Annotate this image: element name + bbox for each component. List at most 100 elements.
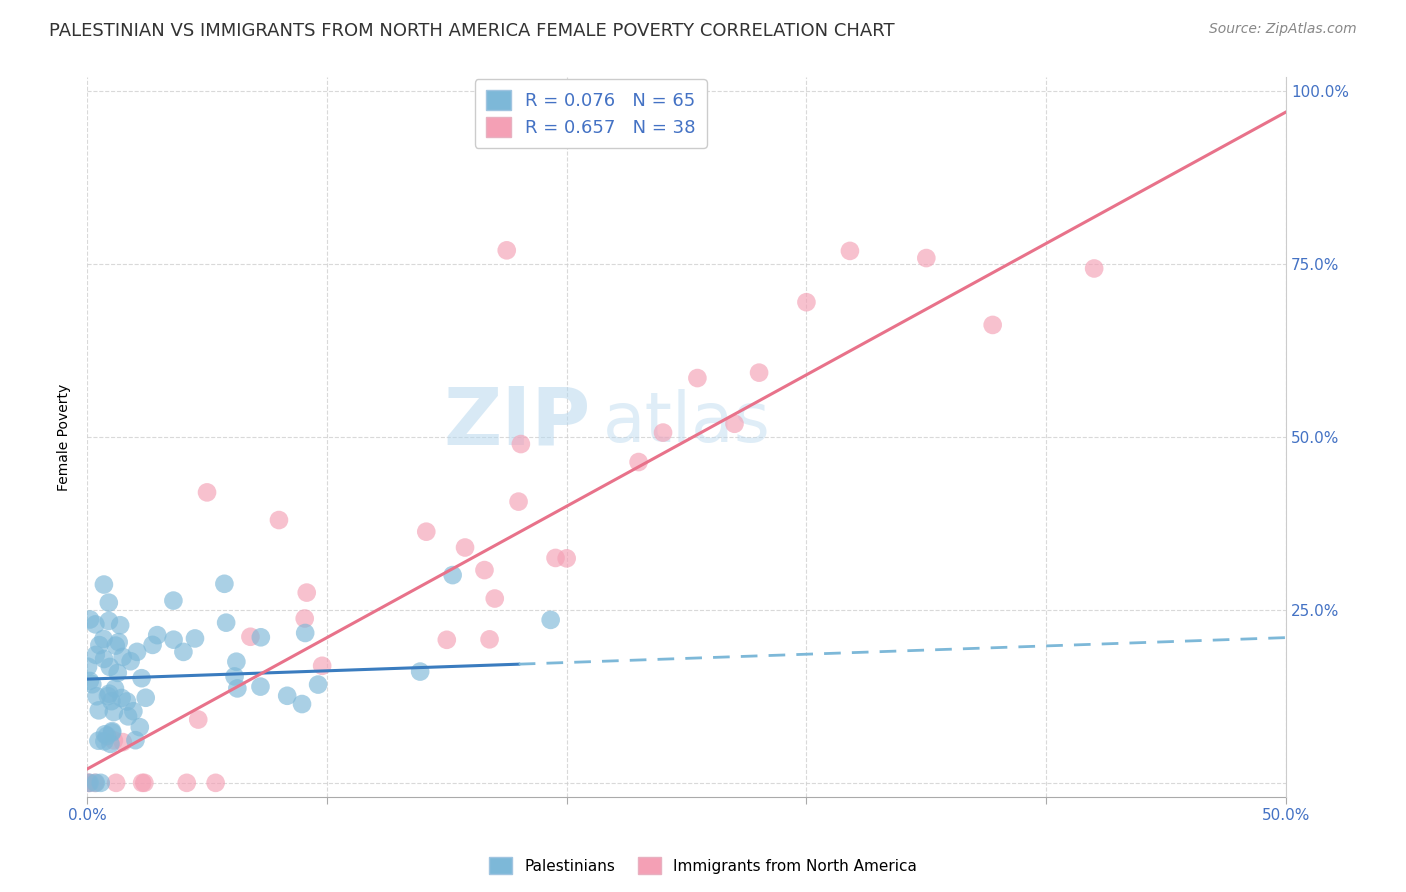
Point: [239, 630, 262, 644]
Point: [204, 776, 226, 790]
Point: [103, 705, 125, 719]
Point: [214, 576, 236, 591]
Point: [84, 648, 107, 662]
Point: [409, 665, 432, 679]
Point: [474, 563, 496, 577]
Point: [307, 677, 329, 691]
Point: [101, 725, 124, 739]
Point: [101, 724, 124, 739]
Point: [77, 659, 100, 673]
Point: [107, 665, 129, 680]
Text: atlas: atlas: [603, 389, 770, 456]
Point: [87, 703, 110, 717]
Point: [652, 425, 675, 440]
Point: [249, 680, 271, 694]
Point: [224, 669, 246, 683]
Point: [98, 660, 121, 674]
Point: [1083, 261, 1105, 276]
Point: [93, 734, 115, 748]
Point: [478, 632, 501, 647]
Point: [484, 591, 506, 606]
Point: [84, 617, 107, 632]
Point: [94, 727, 117, 741]
Point: [96, 729, 118, 743]
Point: [131, 776, 153, 790]
Point: [77, 776, 100, 790]
Point: [146, 628, 169, 642]
Point: [82, 677, 104, 691]
Point: [111, 735, 134, 749]
Point: [495, 244, 517, 258]
Point: [184, 632, 207, 646]
Text: Source: ZipAtlas.com: Source: ZipAtlas.com: [1209, 22, 1357, 37]
Point: [162, 593, 184, 607]
Point: [104, 681, 127, 696]
Point: [555, 551, 578, 566]
Point: [508, 494, 530, 508]
Point: [90, 776, 112, 790]
Point: [98, 687, 121, 701]
Point: [86, 690, 108, 704]
Point: [135, 690, 157, 705]
Point: [291, 697, 314, 711]
Point: [79, 673, 101, 688]
Point: [122, 704, 145, 718]
Point: [686, 371, 709, 385]
Point: [981, 318, 1004, 332]
Point: [839, 244, 862, 258]
Point: [108, 618, 131, 632]
Text: PALESTINIAN VS IMMIGRANTS FROM NORTH AMERICA FEMALE POVERTY CORRELATION CHART: PALESTINIAN VS IMMIGRANTS FROM NORTH AME…: [49, 22, 894, 40]
Point: [509, 437, 531, 451]
Point: [195, 485, 218, 500]
Point: [125, 645, 148, 659]
Point: [103, 733, 125, 747]
Point: [276, 689, 298, 703]
Point: [131, 671, 153, 685]
Point: [93, 652, 115, 666]
Point: [100, 694, 122, 708]
Point: [107, 635, 129, 649]
Point: [294, 626, 316, 640]
Legend: Palestinians, Immigrants from North America: Palestinians, Immigrants from North Amer…: [482, 851, 924, 880]
Legend: R = 0.076   N = 65, R = 0.657   N = 38: R = 0.076 N = 65, R = 0.657 N = 38: [475, 79, 707, 148]
Point: [294, 611, 316, 625]
Point: [415, 524, 437, 539]
Point: [93, 632, 115, 646]
Point: [225, 655, 247, 669]
Point: [79, 776, 101, 790]
Point: [84, 776, 107, 790]
Point: [162, 632, 184, 647]
Y-axis label: Female Poverty: Female Poverty: [58, 384, 72, 491]
Point: [77, 776, 100, 790]
Point: [540, 613, 562, 627]
Point: [796, 295, 818, 310]
Point: [454, 541, 477, 555]
Point: [93, 577, 115, 591]
Point: [215, 615, 238, 630]
Point: [187, 713, 209, 727]
Point: [104, 639, 127, 653]
Point: [176, 776, 198, 790]
Point: [250, 630, 273, 644]
Point: [124, 733, 146, 747]
Point: [627, 455, 650, 469]
Point: [97, 689, 120, 703]
Point: [128, 720, 150, 734]
Point: [748, 366, 770, 380]
Point: [142, 638, 165, 652]
Point: [295, 585, 318, 599]
Point: [117, 709, 139, 723]
Point: [134, 776, 156, 790]
Point: [111, 690, 134, 705]
Point: [100, 737, 122, 751]
Text: ZIP: ZIP: [443, 384, 591, 462]
Point: [172, 645, 194, 659]
Point: [97, 614, 120, 628]
Point: [105, 776, 128, 790]
Point: [111, 649, 134, 664]
Point: [89, 638, 111, 652]
Point: [97, 596, 120, 610]
Point: [267, 513, 290, 527]
Point: [115, 694, 138, 708]
Point: [311, 658, 333, 673]
